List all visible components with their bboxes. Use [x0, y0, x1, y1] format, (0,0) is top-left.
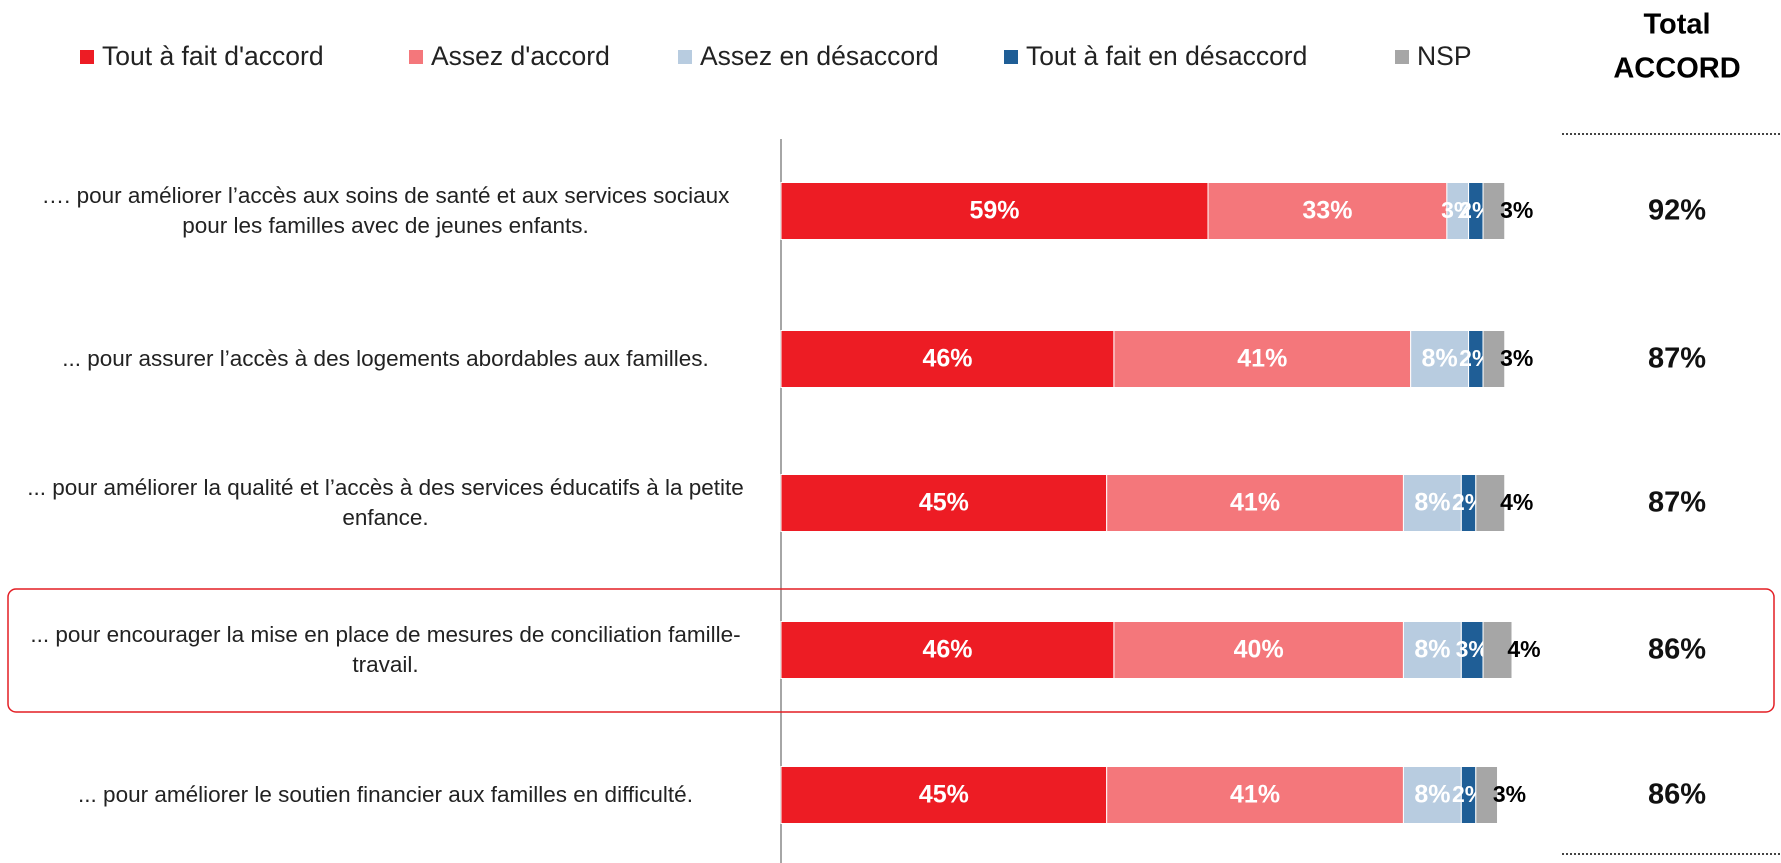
bar-segment — [1402, 621, 1462, 679]
bar-segment — [1106, 766, 1404, 824]
bar-segment — [1207, 182, 1448, 240]
bar-segment — [1482, 182, 1506, 240]
data-label: 40% — [1234, 636, 1284, 664]
data-label: 46% — [922, 345, 972, 373]
total-label: 87% — [1648, 343, 1706, 375]
bar-segment — [1113, 330, 1412, 388]
data-label: 46% — [922, 636, 972, 664]
bar-segment — [1482, 621, 1513, 679]
data-label: 45% — [919, 489, 969, 517]
data-label: 8% — [1422, 345, 1458, 373]
data-label: 3% — [1493, 781, 1526, 807]
legend-label: Assez en désaccord — [700, 41, 939, 71]
data-label: 41% — [1230, 489, 1280, 517]
bar-segment — [780, 330, 1115, 388]
data-label: 59% — [969, 197, 1019, 225]
legend-label: Tout à fait en désaccord — [1026, 41, 1307, 71]
legend-swatch — [80, 50, 94, 64]
total-header: Total — [1643, 9, 1710, 41]
legend-swatch — [678, 50, 692, 64]
category-label: ... pour assurer l’accès à des logements… — [62, 346, 709, 371]
data-label: 41% — [1230, 781, 1280, 809]
data-label: 3% — [1500, 345, 1533, 371]
bar-segment — [780, 766, 1108, 824]
bar-segment — [1106, 474, 1404, 532]
data-label: 8% — [1414, 781, 1450, 809]
bar-segment — [780, 474, 1108, 532]
bar-segment — [1482, 330, 1506, 388]
bar-segment — [1402, 766, 1462, 824]
legend-swatch — [1004, 50, 1018, 64]
bar-segment — [1475, 474, 1506, 532]
data-label: 4% — [1500, 489, 1533, 515]
category-label: …. pour améliorer l’accès aux soins de s… — [41, 183, 730, 238]
total-label: 86% — [1648, 779, 1706, 811]
legend-label: Tout à fait d'accord — [102, 41, 324, 71]
category-label: ... pour améliorer le soutien financier … — [78, 782, 693, 807]
data-label: 8% — [1414, 489, 1450, 517]
total-label: 87% — [1648, 487, 1706, 519]
data-label: 3% — [1500, 197, 1533, 223]
total-header: ACCORD — [1613, 53, 1740, 85]
total-label: 92% — [1648, 195, 1706, 227]
bar-segment — [1475, 766, 1499, 824]
data-label: 4% — [1507, 636, 1540, 662]
highlight-box — [7, 588, 1775, 713]
bar-segment — [1113, 621, 1404, 679]
bar-segment — [780, 182, 1209, 240]
legend-swatch — [409, 50, 423, 64]
data-label: 8% — [1414, 636, 1450, 664]
data-label: 33% — [1302, 197, 1352, 225]
legend-swatch — [1395, 50, 1409, 64]
category-label: ... pour encourager la mise en place de … — [30, 622, 741, 677]
data-label: 41% — [1237, 345, 1287, 373]
data-label: 45% — [919, 781, 969, 809]
total-label: 86% — [1648, 634, 1706, 666]
category-label: ... pour améliorer la qualité et l’accès… — [27, 475, 744, 530]
bar-segment — [1410, 330, 1470, 388]
bar-segment — [1402, 474, 1462, 532]
bar-segment — [780, 621, 1115, 679]
legend-label: Assez d'accord — [431, 41, 610, 71]
legend-label: NSP — [1417, 41, 1472, 71]
